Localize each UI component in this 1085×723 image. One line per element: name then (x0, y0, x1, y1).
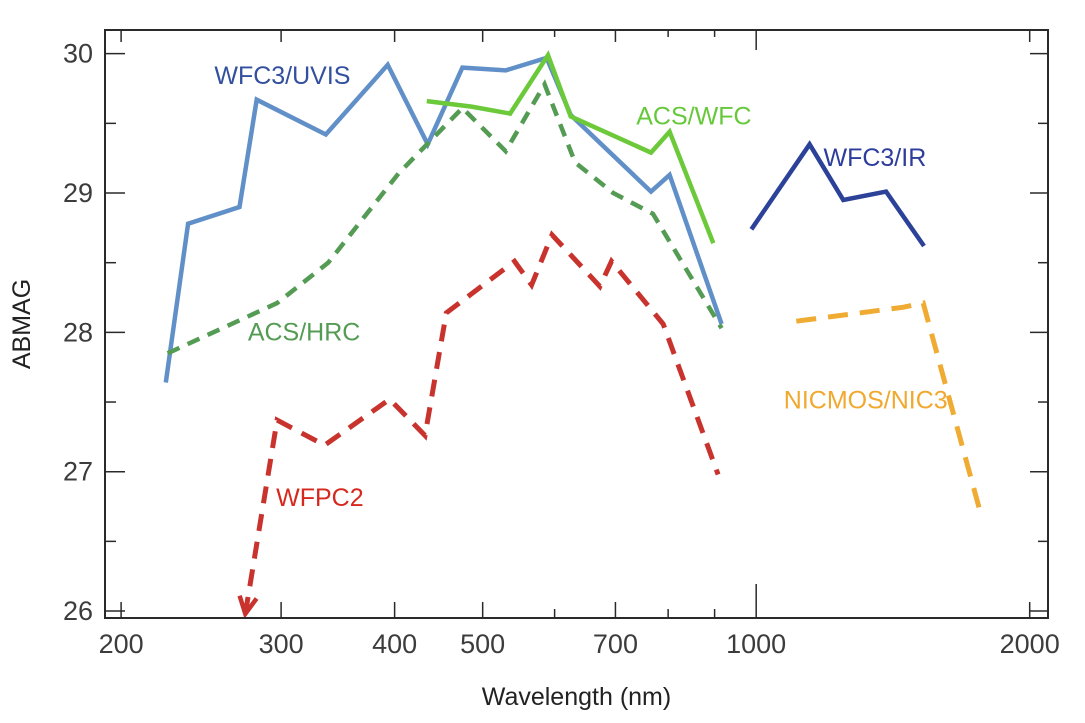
x-tick-label-400: 400 (372, 629, 417, 659)
y-tick-label-29: 29 (63, 178, 93, 208)
series-label-wfpc2: WFPC2 (276, 484, 364, 512)
wfpc2-arrowhead (237, 595, 259, 619)
series-line-nicmos-nic3 (795, 300, 983, 512)
series-line-wfpc2 (242, 230, 721, 615)
series-label-wfc3-uvis: WFC3/UVIS (214, 62, 350, 90)
series-label-nicmos-nic3: NICMOS/NIC3 (784, 387, 948, 415)
x-tick-label-700: 700 (593, 629, 638, 659)
y-tick-label-26: 26 (63, 596, 93, 626)
plot-frame (104, 29, 1049, 619)
x-axis-title: Wavelength (nm) (482, 683, 671, 711)
series-line-acs-wfc (426, 50, 716, 245)
series-label-wfc3-ir: WFC3/IR (823, 144, 926, 172)
y-tick-label-30: 30 (63, 39, 93, 69)
x-tick-label-200: 200 (99, 629, 144, 659)
series-label-acs-wfc: ACS/WFC (636, 102, 751, 130)
y-tick-label-27: 27 (63, 457, 93, 487)
series-line-wfc3-uvis (163, 55, 724, 383)
x-tick-label-1000: 1000 (726, 629, 786, 659)
x-tick-label-300: 300 (259, 629, 304, 659)
y-tick-label-28: 28 (63, 317, 93, 347)
x-tick-label-500: 500 (460, 629, 505, 659)
series-line-acs-hrc (166, 79, 724, 356)
series-label-acs-hrc: ACS/HRC (248, 318, 361, 346)
y-axis-title: ABMAG (8, 279, 36, 369)
series-line-wfc3-ir (749, 140, 926, 248)
x-tick-label-2000: 2000 (1000, 629, 1060, 659)
